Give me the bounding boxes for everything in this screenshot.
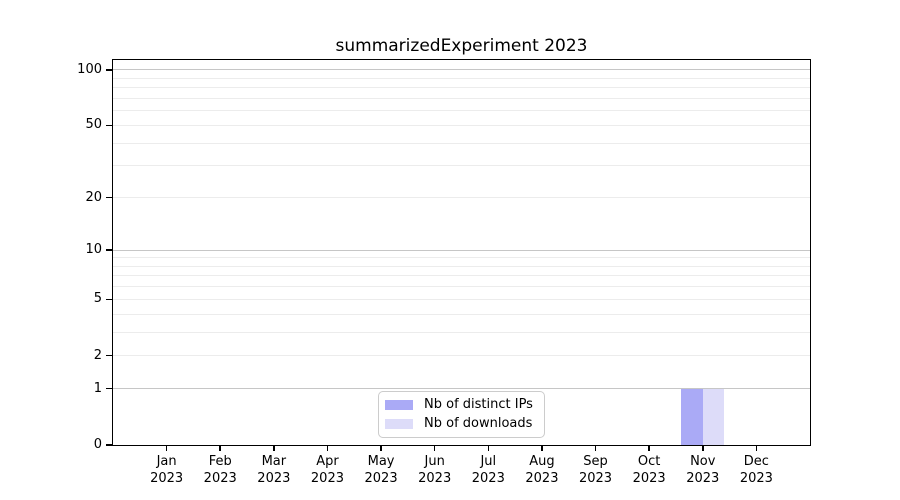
legend-swatch-distinct-ips	[385, 400, 413, 410]
gridline	[113, 298, 810, 300]
x-tick-mark	[755, 445, 758, 451]
gridline	[113, 87, 810, 89]
y-tick-mark	[106, 444, 113, 446]
gridline	[113, 77, 810, 79]
y-tick-label: 2	[93, 347, 102, 363]
gridline	[113, 257, 810, 259]
x-tick-label: Jun 2023	[418, 454, 452, 486]
gridline	[113, 142, 810, 144]
x-tick-label: Nov 2023	[686, 454, 720, 486]
gridline	[113, 265, 810, 267]
gridline	[113, 124, 810, 126]
y-tick-label: 5	[93, 291, 102, 307]
y-tick-mark	[106, 196, 113, 199]
x-tick-mark	[380, 445, 382, 451]
x-tick-label: Dec 2023	[739, 454, 773, 486]
x-tick-label: Oct 2023	[632, 454, 666, 486]
legend-label-distinct-ips: Nb of distinct IPs	[424, 397, 533, 412]
legend-swatch-downloads	[385, 419, 413, 429]
x-tick-mark	[487, 445, 490, 451]
plot-area	[113, 60, 810, 445]
x-tick-label: Aug 2023	[525, 454, 559, 486]
gridline	[113, 69, 810, 71]
legend: Nb of distinct IPs Nb of downloads	[378, 391, 545, 438]
bar-downloads	[702, 388, 725, 445]
y-tick-label: 1	[93, 380, 102, 396]
gridline	[113, 313, 810, 315]
gridline	[113, 275, 810, 277]
chart-title: summarizedExperiment 2023	[335, 36, 588, 56]
y-tick-mark	[106, 249, 113, 251]
x-tick-mark	[648, 445, 650, 451]
y-tick-label: 100	[77, 61, 102, 77]
y-tick-mark	[106, 387, 113, 390]
y-tick-label: 20	[85, 189, 102, 205]
legend-label-downloads: Nb of downloads	[424, 416, 533, 431]
x-tick-mark	[273, 445, 275, 451]
gridline	[113, 197, 810, 198]
x-tick-label: Feb 2023	[203, 454, 237, 486]
x-tick-mark	[594, 445, 597, 451]
gridline	[113, 110, 810, 112]
y-tick-label: 50	[85, 117, 102, 133]
x-tick-mark	[433, 445, 436, 451]
legend-item-downloads: Nb of downloads	[385, 417, 544, 431]
gridline	[113, 249, 810, 251]
gridline	[113, 331, 810, 333]
y-tick-mark	[106, 124, 113, 127]
gridline	[113, 165, 810, 167]
gridline	[113, 97, 810, 99]
y-tick-mark	[106, 298, 113, 301]
x-tick-label: Mar 2023	[257, 454, 291, 486]
y-tick-mark	[106, 354, 113, 357]
y-tick-mark	[106, 69, 113, 71]
x-tick-mark	[702, 445, 704, 451]
bar-distinct-ips	[681, 388, 703, 445]
gridline	[113, 355, 810, 357]
x-tick-label: Jul 2023	[471, 454, 505, 486]
x-tick-mark	[326, 445, 329, 451]
x-tick-mark	[541, 445, 543, 451]
x-tick-label: Apr 2023	[310, 454, 344, 486]
y-tick-label: 10	[85, 242, 102, 258]
legend-item-distinct-ips: Nb of distinct IPs	[385, 398, 544, 412]
x-tick-mark	[165, 445, 168, 451]
x-tick-label: May 2023	[364, 454, 398, 486]
x-tick-mark	[219, 445, 221, 451]
gridline	[113, 286, 810, 288]
gridline	[113, 388, 810, 390]
x-tick-label: Sep 2023	[578, 454, 613, 486]
y-tick-label: 0	[93, 437, 102, 452]
x-tick-label: Jan 2023	[150, 454, 184, 486]
